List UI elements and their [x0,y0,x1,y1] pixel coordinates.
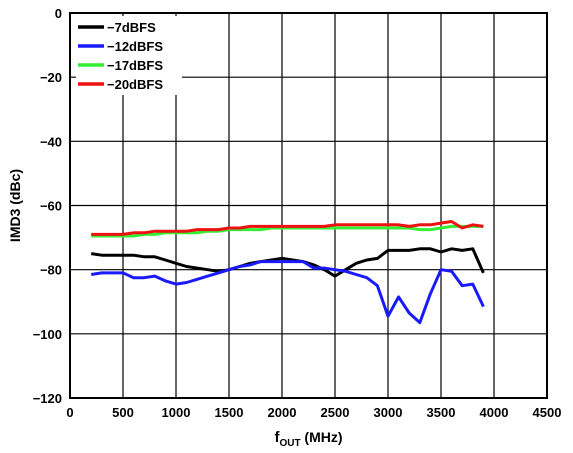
y-tick-label: −80 [40,263,62,278]
x-tick-label: 0 [66,405,73,420]
series-line-2 [91,224,484,238]
series-line-0 [90,247,485,278]
series-line-1 [90,260,485,325]
y-tick-label: −40 [40,134,62,149]
legend-entry-1: −12dBFS [107,39,163,54]
y-axis-label: IMD3 (dBc) [7,169,23,242]
legend-entry-0: −7dBFS [107,20,156,35]
x-tick-label: 500 [112,405,134,420]
y-tick-label: 0 [55,6,62,21]
series-lines [90,220,485,325]
x-tick-label: 4500 [533,405,562,420]
plot-area-frame [69,12,548,399]
x-tick-label: 3500 [427,405,456,420]
legend-entry-3: −20dBFS [107,77,163,92]
x-tick-label: 4000 [480,405,509,420]
legend-entry-2: −17dBFS [107,58,163,73]
x-tick-label: 1500 [215,405,244,420]
y-tick-label: −120 [33,391,62,406]
y-tick-label: −100 [33,327,62,342]
x-axis-ticks: 0 500 1000 1500 2000 2500 3000 3500 4000 4500 [66,405,561,420]
x-tick-label: 2000 [268,405,297,420]
x-axis-label: fOUT (MHz) [274,429,342,449]
x-tick-label: 2500 [321,405,350,420]
x-tick-label: 3000 [374,405,403,420]
legend-background [76,16,182,95]
series-line-3 [91,220,484,236]
legend: −7dBFS −12dBFS −17dBFS −20dBFS [76,16,182,95]
y-axis-ticks: 0 −20 −40 −60 −80 −100 −120 [33,6,62,406]
y-tick-label: −20 [40,70,62,85]
x-tick-label: 1000 [162,405,191,420]
y-tick-label: −60 [40,199,62,214]
